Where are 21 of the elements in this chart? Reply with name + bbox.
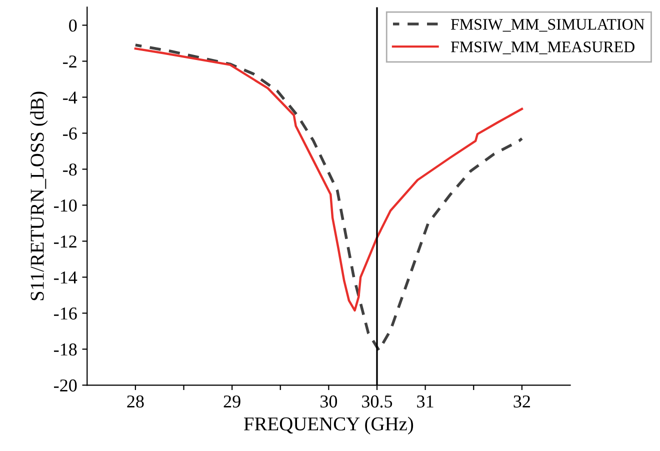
- y-tick-label: 0: [69, 19, 77, 32]
- x-tick-label: 30: [320, 395, 338, 408]
- y-tick-label: -14: [54, 272, 78, 284]
- x-tick-label: 31: [417, 395, 434, 408]
- x-axis-title: FREQUENCY (GHz): [244, 416, 414, 434]
- y-axis-title: S11/RETURN_LOSS (dB): [30, 92, 48, 300]
- y-tick-label: -8: [63, 163, 77, 176]
- y-tick-label: -10: [54, 199, 77, 212]
- y-tick-label: -2: [63, 56, 76, 68]
- legend-label: FMSIW_MM_SIMULATION: [450, 19, 644, 32]
- x-tick-label: 28: [127, 395, 144, 408]
- legend-label: FMSIW_MM_MEASURED: [450, 42, 634, 54]
- x-tick-label: 29: [224, 395, 240, 408]
- y-tick-label: -18: [54, 343, 77, 356]
- x-tick-label: 32: [514, 395, 530, 408]
- y-tick-label: -6: [63, 128, 77, 140]
- y-tick-label: -16: [54, 307, 77, 320]
- y-tick-label: -20: [54, 379, 77, 392]
- y-tick-label: -4: [63, 92, 78, 104]
- y-tick-label: -12: [54, 235, 76, 248]
- x-tick-label: 30.5: [362, 395, 392, 408]
